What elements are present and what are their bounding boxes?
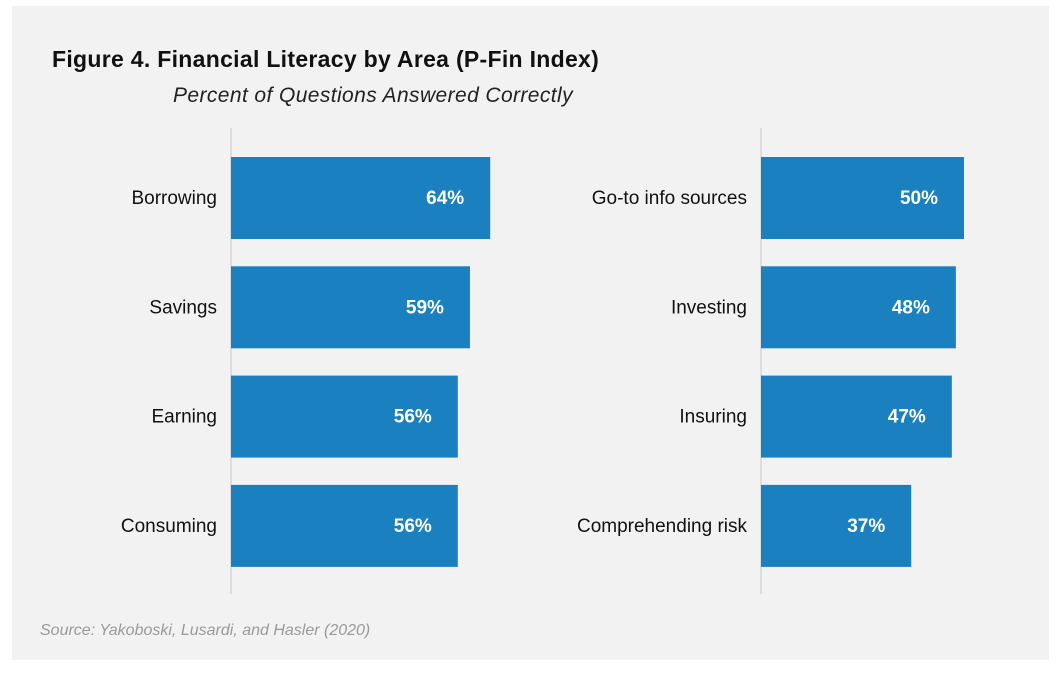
bar-value-label: 48% (892, 297, 930, 318)
figure-panel: Figure 4. Financial Literacy by Area (P-… (12, 6, 1049, 660)
bar-value-label: 56% (394, 407, 432, 428)
chart-title: Figure 4. Financial Literacy by Area (P-… (52, 46, 600, 72)
bar (761, 266, 956, 349)
category-label: Savings (149, 297, 217, 318)
bar (231, 266, 470, 349)
bar (231, 484, 458, 567)
bar (231, 375, 458, 458)
category-label: Comprehending risk (577, 516, 748, 537)
chart-subtitle: Percent of Questions Answered Correctly (173, 84, 573, 107)
category-label: Go-to info sources (592, 188, 747, 209)
source-note: Source: Yakoboski, Lusardi, and Hasler (… (40, 622, 371, 639)
bar (761, 157, 964, 239)
bar-value-label: 47% (888, 407, 926, 428)
bar (761, 484, 912, 567)
bar-value-label: 56% (394, 516, 432, 537)
bar-value-label: 37% (847, 516, 885, 537)
bar-value-label: 64% (426, 188, 464, 209)
category-label: Borrowing (131, 188, 217, 209)
bar-value-label: 59% (406, 297, 444, 318)
bar-charts: Borrowing 64% Savings 59% Earning 56% Consumin… (121, 128, 964, 594)
category-label: Insuring (679, 407, 747, 428)
bar (761, 375, 952, 458)
bar (231, 157, 491, 239)
category-label: Investing (671, 297, 747, 318)
bar-value-label: 50% (900, 188, 938, 209)
category-label: Earning (152, 407, 218, 428)
category-label: Consuming (121, 516, 217, 537)
